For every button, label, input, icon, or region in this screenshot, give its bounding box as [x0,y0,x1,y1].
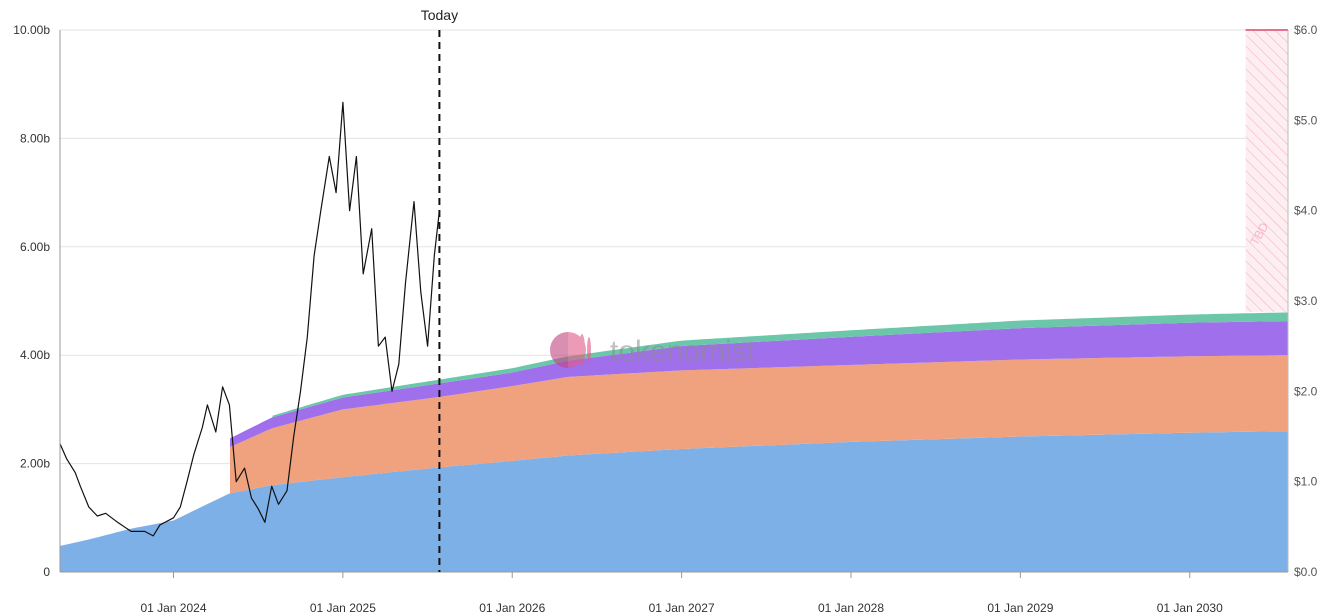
y-left-tick-label: 6.00b [20,240,50,254]
x-tick-label: 01 Jan 2026 [479,601,545,615]
supply-area-0 [60,431,1288,572]
watermark-text: tokenomist [610,335,756,368]
x-tick-label: 01 Jan 2027 [649,601,715,615]
x-tick-label: 01 Jan 2029 [987,601,1053,615]
supply-area-1 [230,355,1288,494]
tbd-zone: TBD [1245,29,1288,312]
y-right-tick-label: $2.0 [1294,384,1318,398]
price-line [59,101,440,537]
y-left-tick-label: 8.00b [20,131,50,145]
x-tick-label: 01 Jan 2030 [1157,601,1223,615]
price-series-line [59,101,440,537]
y-right-tick-label: $4.0 [1294,204,1318,218]
today-label: Today [421,7,458,23]
y-right-tick-label: $0.0 [1294,565,1318,579]
tbd-zone-hatch [1245,30,1288,312]
x-tick-label: 01 Jan 2024 [140,601,206,615]
y-left-tick-label: 2.00b [20,457,50,471]
y-right-tick-label: $3.0 [1294,294,1318,308]
tokenomist-logo-icon [550,332,591,368]
tokenomist-watermark: tokenomist [550,332,756,368]
y-right-tick-label: $1.0 [1294,475,1318,489]
x-tick-label: 01 Jan 2028 [818,601,884,615]
y-right-tick-label: $6.0 [1294,23,1318,37]
today-marker: Today [421,7,458,572]
supply-area-2 [230,321,1288,447]
axes: 0 2.00b 4.00b 6.00b 8.00b 10.00b $0.0 $1.0 $2.0 $… [13,23,1317,615]
y-left-tick-label: 4.00b [20,348,50,362]
x-tick-label: 01 Jan 2025 [310,601,376,615]
y-left-tick-label: 10.00b [13,23,50,37]
y-left-tick-label: 0 [43,565,50,579]
y-right-tick-label: $5.0 [1294,113,1318,127]
supply-areas [60,312,1288,572]
